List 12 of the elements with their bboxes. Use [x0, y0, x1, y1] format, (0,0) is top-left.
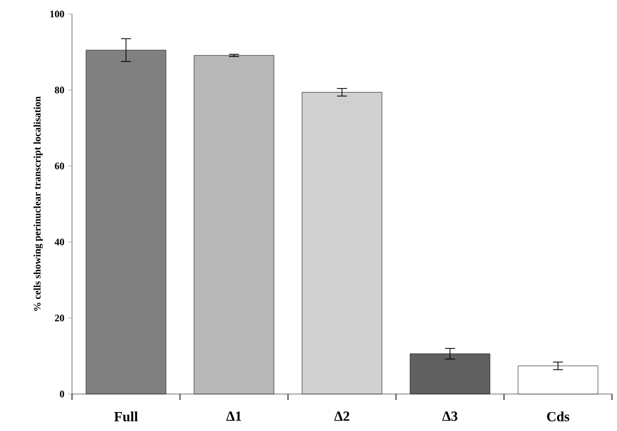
- y-tick-label: 80: [54, 86, 64, 94]
- x-tick-label: Δ2: [334, 412, 350, 421]
- y-axis-title: % cells showing perinuclear transcript localisation: [34, 96, 43, 311]
- x-tick-label: Δ1: [226, 412, 242, 421]
- x-tick-label: Δ3: [442, 412, 458, 421]
- x-tick-label: Cds: [547, 412, 570, 422]
- x-tick-label: Full: [114, 412, 138, 422]
- y-tick-label: 20: [54, 314, 64, 322]
- y-tick-label: 0: [60, 390, 64, 398]
- y-tick-label: 60: [54, 162, 64, 170]
- y-tick-label: 40: [54, 238, 64, 246]
- y-tick-label: 100: [50, 10, 64, 18]
